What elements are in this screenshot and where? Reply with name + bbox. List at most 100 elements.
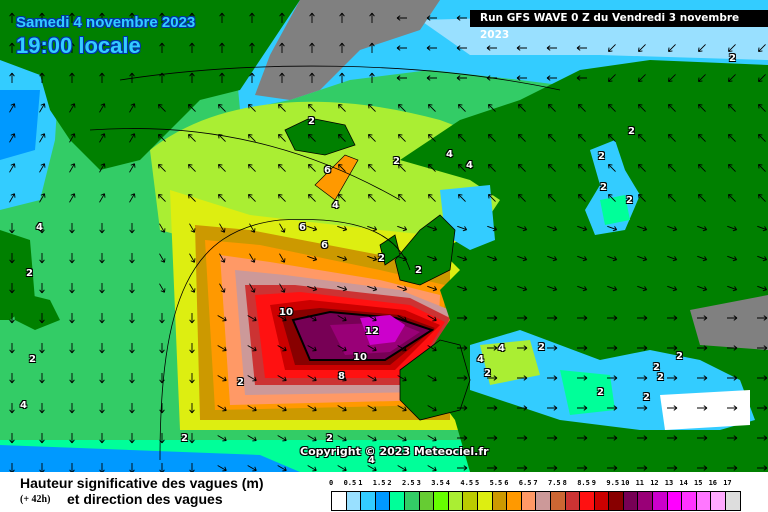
wave-direction-arrow-icon bbox=[577, 465, 588, 471]
wave-direction-arrow-icon bbox=[758, 134, 766, 142]
contour-label: 2 bbox=[628, 126, 635, 137]
colorbar-swatch bbox=[463, 492, 478, 510]
wave-direction-arrow-icon bbox=[668, 194, 676, 202]
wave-direction-arrow-icon bbox=[337, 315, 347, 322]
wave-direction-arrow-icon bbox=[397, 225, 408, 232]
wave-direction-arrow-icon bbox=[159, 253, 166, 263]
wave-direction-arrow-icon bbox=[727, 405, 738, 411]
wave-direction-arrow-icon bbox=[159, 403, 165, 414]
wave-direction-arrow-icon bbox=[308, 194, 316, 202]
wave-direction-arrow-icon bbox=[637, 435, 648, 441]
wave-direction-arrow-icon bbox=[517, 375, 528, 381]
wave-direction-arrow-icon bbox=[278, 164, 286, 172]
wave-direction-arrow-icon bbox=[517, 405, 528, 411]
wave-direction-arrow-icon bbox=[728, 104, 736, 112]
wave-direction-arrow-icon bbox=[727, 225, 738, 232]
wave-direction-arrow-icon bbox=[99, 72, 105, 83]
wave-direction-arrow-icon bbox=[608, 74, 616, 82]
wave-direction-arrow-icon bbox=[427, 405, 437, 412]
wave-direction-arrow-icon bbox=[548, 194, 556, 202]
colorbar-tick: 0.5 bbox=[343, 479, 357, 487]
wave-direction-arrow-icon bbox=[69, 283, 75, 294]
wave-direction-arrow-icon bbox=[277, 345, 287, 352]
wave-direction-arrow-icon bbox=[9, 343, 15, 354]
wave-direction-arrow-icon bbox=[307, 435, 317, 442]
colorbar-tick: 7.5 bbox=[548, 479, 561, 487]
wave-direction-arrow-icon bbox=[9, 253, 15, 264]
wave-direction-arrow-icon bbox=[456, 45, 467, 51]
contour-label: 6 bbox=[321, 240, 328, 251]
wave-direction-arrow-icon bbox=[458, 164, 466, 172]
colorbar-swatch bbox=[667, 492, 683, 510]
wave-direction-arrow-icon bbox=[607, 315, 618, 321]
wave-direction-arrow-icon bbox=[697, 225, 708, 232]
wave-direction-arrow-icon bbox=[369, 42, 375, 53]
contour-label: 2 bbox=[643, 392, 650, 403]
wave-direction-arrow-icon bbox=[189, 223, 196, 233]
wave-direction-arrow-icon bbox=[159, 313, 165, 324]
contour-label: 10 bbox=[353, 352, 367, 363]
wave-direction-arrow-icon bbox=[69, 343, 75, 354]
wave-direction-arrow-icon bbox=[69, 373, 75, 384]
wave-direction-arrow-icon bbox=[487, 435, 498, 441]
wave-direction-arrow-icon bbox=[427, 375, 437, 382]
wave-direction-arrow-icon bbox=[249, 72, 255, 83]
wave-direction-arrow-icon bbox=[99, 343, 105, 354]
wave-direction-arrow-icon bbox=[9, 463, 15, 472]
wave-direction-arrow-icon bbox=[638, 164, 646, 172]
wave-direction-arrow-icon bbox=[39, 223, 45, 234]
wave-direction-arrow-icon bbox=[757, 225, 768, 232]
wave-direction-arrow-icon bbox=[279, 253, 286, 263]
wave-direction-arrow-icon bbox=[9, 433, 15, 444]
wave-direction-arrow-icon bbox=[608, 44, 616, 52]
wave-direction-arrow-icon bbox=[248, 164, 256, 172]
wave-direction-arrow-icon bbox=[249, 42, 255, 53]
wave-direction-arrow-icon bbox=[278, 194, 286, 202]
wave-direction-arrow-icon bbox=[487, 465, 498, 471]
wave-direction-arrow-icon bbox=[99, 463, 105, 472]
wave-direction-arrow-icon bbox=[637, 405, 648, 411]
wave-direction-arrow-icon bbox=[457, 435, 468, 441]
wave-direction-arrow-icon bbox=[309, 42, 315, 53]
colorbar-tick: 0 bbox=[329, 479, 334, 487]
wave-direction-arrow-icon bbox=[577, 345, 588, 351]
contour-label: 4 bbox=[498, 343, 505, 354]
wave-direction-arrow-icon bbox=[608, 164, 616, 172]
wave-direction-arrow-icon bbox=[337, 435, 347, 442]
wave-direction-arrow-icon bbox=[99, 103, 106, 113]
wave-direction-arrow-icon bbox=[159, 433, 165, 444]
wave-direction-arrow-icon bbox=[668, 134, 676, 142]
wave-direction-arrow-icon bbox=[129, 103, 136, 113]
wave-direction-arrow-icon bbox=[607, 465, 618, 471]
contour-label: 6 bbox=[299, 222, 306, 233]
wave-direction-arrow-icon bbox=[577, 225, 588, 232]
colorbar-swatch bbox=[521, 492, 537, 510]
wave-direction-arrow-icon bbox=[728, 44, 736, 52]
colorbar-tick: 8 bbox=[562, 479, 567, 487]
wave-direction-arrow-icon bbox=[487, 375, 498, 381]
wave-direction-arrow-icon bbox=[428, 134, 436, 142]
colorbar-tick: 14 bbox=[679, 479, 688, 487]
wave-direction-arrow-icon bbox=[488, 194, 496, 202]
colorbar-swatch bbox=[726, 492, 740, 510]
wave-direction-arrow-icon bbox=[638, 194, 646, 202]
wave-direction-arrow-icon bbox=[99, 433, 105, 444]
wave-direction-arrow-icon bbox=[607, 285, 618, 292]
colorbar-tick: 3 bbox=[416, 479, 421, 487]
contour-label: 4 bbox=[36, 222, 43, 233]
wave-direction-arrow-icon bbox=[307, 375, 317, 382]
colorbar-tick: 6 bbox=[504, 479, 509, 487]
wave-direction-arrow-icon bbox=[727, 375, 738, 381]
wave-direction-arrow-icon bbox=[638, 44, 646, 52]
wave-direction-arrow-icon bbox=[308, 164, 316, 172]
wave-direction-arrow-icon bbox=[277, 465, 287, 472]
wave-direction-arrow-icon bbox=[697, 375, 708, 381]
wave-direction-arrow-icon bbox=[607, 405, 618, 411]
wave-direction-arrow-icon bbox=[578, 194, 586, 202]
colorbar-tick: 1 bbox=[358, 479, 363, 487]
forecast-time: 19:00 locale bbox=[16, 33, 141, 58]
wave-direction-arrow-icon bbox=[189, 403, 195, 414]
wave-direction-arrow-icon bbox=[456, 75, 467, 81]
wave-direction-arrow-icon bbox=[69, 433, 75, 444]
wave-direction-arrow-icon bbox=[576, 75, 587, 81]
